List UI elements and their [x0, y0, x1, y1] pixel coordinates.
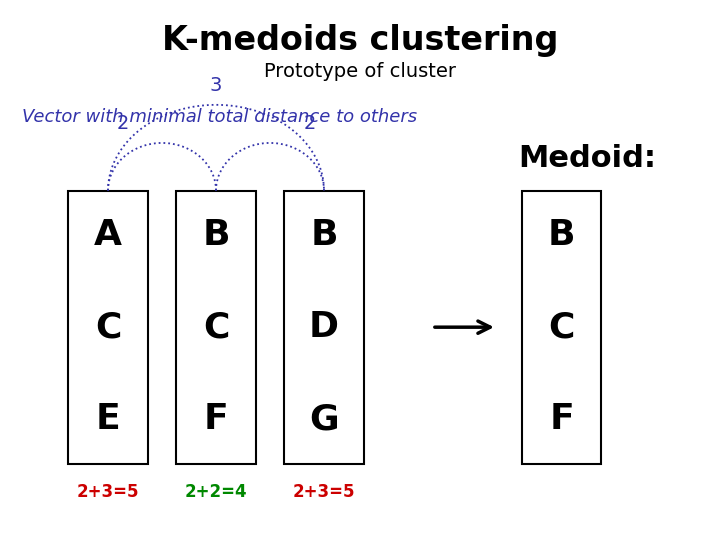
Bar — [68, 191, 148, 464]
Text: 2+3=5: 2+3=5 — [293, 483, 355, 501]
Text: G: G — [309, 402, 339, 436]
Bar — [176, 191, 256, 464]
Bar — [284, 191, 364, 464]
Text: Medoid:: Medoid: — [518, 144, 657, 173]
Text: Vector with minimal total distance to others: Vector with minimal total distance to ot… — [22, 108, 417, 126]
Text: 2: 2 — [116, 114, 129, 133]
Text: C: C — [203, 310, 229, 344]
Text: F: F — [549, 402, 574, 436]
Text: 2: 2 — [303, 114, 316, 133]
Text: 2+2=4: 2+2=4 — [185, 483, 247, 501]
Text: B: B — [310, 218, 338, 252]
Text: E: E — [96, 402, 120, 436]
Text: 3: 3 — [210, 76, 222, 95]
Text: C: C — [549, 310, 575, 344]
Text: C: C — [95, 310, 121, 344]
Text: 2+3=5: 2+3=5 — [77, 483, 139, 501]
Text: Prototype of cluster: Prototype of cluster — [264, 62, 456, 81]
Text: K-medoids clustering: K-medoids clustering — [162, 24, 558, 57]
Bar — [522, 191, 601, 464]
Text: D: D — [309, 310, 339, 344]
Text: F: F — [204, 402, 228, 436]
Text: B: B — [548, 218, 575, 252]
Text: A: A — [94, 218, 122, 252]
Text: B: B — [202, 218, 230, 252]
